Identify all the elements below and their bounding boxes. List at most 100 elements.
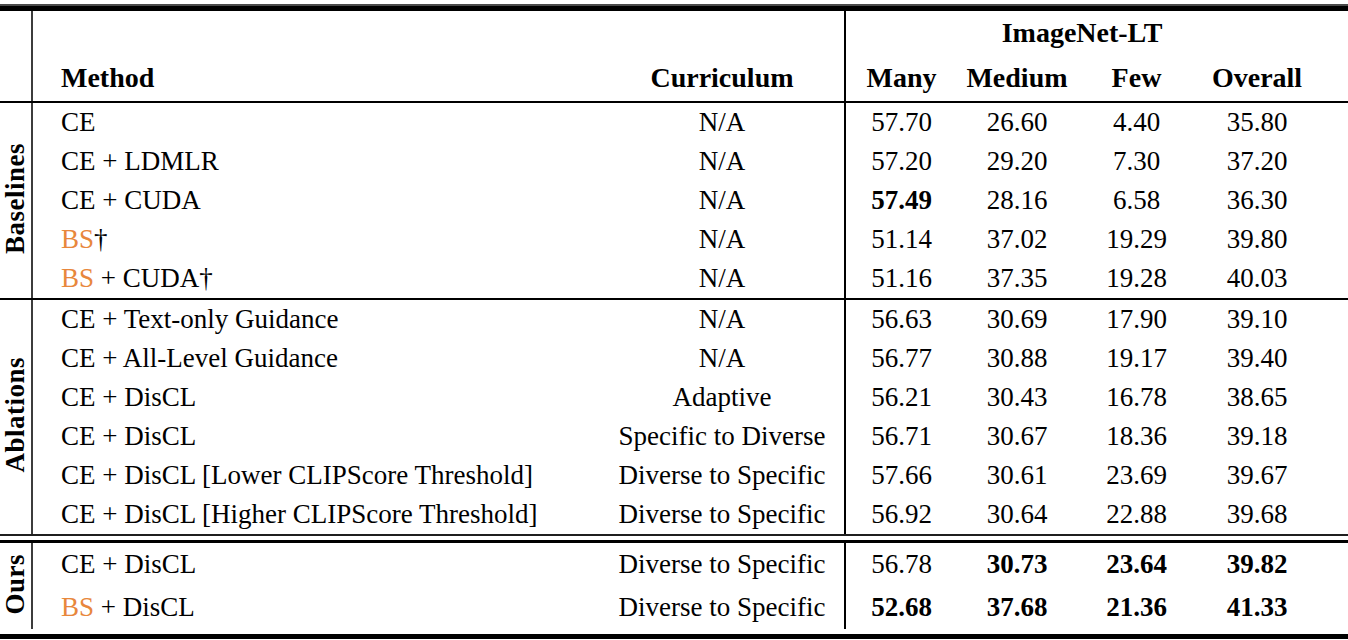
curriculum-cell: N/A — [600, 220, 845, 259]
medium-cell: 30.88 — [957, 339, 1077, 378]
curriculum-cell: Specific to Diverse — [600, 417, 845, 456]
few-cell: 21.36 — [1077, 586, 1196, 629]
table-row: Ablations CE + Text-only Guidance N/A 56… — [0, 300, 1348, 339]
table-row: CE + All-Level Guidance N/A 56.77 30.88 … — [0, 339, 1348, 378]
method-label: CE + All-Level Guidance — [61, 343, 338, 373]
column-header-medium: Medium — [957, 55, 1077, 101]
table-row: CE + DisCL Specific to Diverse 56.71 30.… — [0, 417, 1348, 456]
medium-cell: 29.20 — [957, 142, 1077, 181]
table-row: BS + CUDA† N/A 51.16 37.35 19.28 40.03 — [0, 259, 1348, 298]
curriculum-cell: N/A — [600, 181, 845, 220]
few-cell: 18.36 — [1077, 417, 1196, 456]
double-rule — [0, 534, 1348, 543]
overall-cell: 39.40 — [1196, 339, 1348, 378]
column-header-method: Method — [32, 55, 600, 101]
column-header-curriculum: Curriculum — [600, 55, 845, 101]
few-cell: 19.29 — [1077, 220, 1196, 259]
method-cell: CE + All-Level Guidance — [32, 339, 600, 378]
few-cell: 23.69 — [1077, 456, 1196, 495]
method-cell: CE + Text-only Guidance — [32, 300, 600, 339]
section-label-ours: Ours — [0, 543, 32, 629]
overall-cell: 37.20 — [1196, 142, 1348, 181]
header-row-dataset: ImageNet-LT — [0, 11, 1348, 55]
overall-cell: 40.03 — [1196, 259, 1348, 298]
method-cell: BS + CUDA† — [32, 259, 600, 298]
overall-cell: 41.33 — [1196, 586, 1348, 629]
method-cell: CE + DisCL [Lower CLIPScore Threshold] — [32, 456, 600, 495]
medium-cell: 37.02 — [957, 220, 1077, 259]
method-label: CE — [61, 107, 96, 137]
table-row: CE + DisCL Adaptive 56.21 30.43 16.78 38… — [0, 378, 1348, 417]
column-header-many: Many — [845, 55, 957, 101]
method-label: CE + CUDA — [61, 185, 201, 215]
few-cell: 7.30 — [1077, 142, 1196, 181]
medium-cell: 28.16 — [957, 181, 1077, 220]
top-rule — [0, 4, 1348, 11]
medium-cell: 30.61 — [957, 456, 1077, 495]
curriculum-cell: Diverse to Specific — [600, 586, 845, 629]
group-label-spacer — [0, 11, 32, 101]
method-label: CE + DisCL — [61, 382, 196, 412]
method-label: CE + DisCL [Lower CLIPScore Threshold] — [61, 460, 533, 490]
section-label-ablations: Ablations — [0, 300, 32, 534]
table-row: Ours CE + DisCL Diverse to Specific 56.7… — [0, 543, 1348, 586]
method-prefix: BS — [61, 263, 94, 293]
method-cell: CE + DisCL — [32, 378, 600, 417]
few-cell: 19.17 — [1077, 339, 1196, 378]
curriculum-cell: N/A — [600, 300, 845, 339]
method-label: † — [94, 224, 108, 254]
medium-cell: 30.43 — [957, 378, 1077, 417]
method-label: CE + LDMLR — [61, 146, 219, 176]
method-prefix: BS — [61, 224, 94, 254]
method-prefix: BS — [61, 592, 94, 622]
results-table: ImageNet-LT Method Curriculum Many Mediu… — [0, 11, 1348, 629]
table-row: CE + LDMLR N/A 57.20 29.20 7.30 37.20 — [0, 142, 1348, 181]
many-cell: 56.92 — [845, 495, 957, 534]
many-cell: 56.78 — [845, 543, 957, 586]
medium-cell: 26.60 — [957, 103, 1077, 142]
method-label: + DisCL — [94, 592, 195, 622]
method-label: CE + Text-only Guidance — [61, 304, 339, 334]
table-row: BS + DisCL Diverse to Specific 52.68 37.… — [0, 586, 1348, 629]
overall-cell: 39.82 — [1196, 543, 1348, 586]
method-cell: CE + CUDA — [32, 181, 600, 220]
curriculum-cell: Diverse to Specific — [600, 495, 845, 534]
method-label: CE + DisCL [Higher CLIPScore Threshold] — [61, 499, 537, 529]
method-cell: CE — [32, 103, 600, 142]
many-cell: 57.49 — [845, 181, 957, 220]
overall-cell: 36.30 — [1196, 181, 1348, 220]
medium-cell: 30.64 — [957, 495, 1077, 534]
few-cell: 6.58 — [1077, 181, 1196, 220]
many-cell: 57.20 — [845, 142, 957, 181]
section-label-baselines: Baselines — [0, 103, 32, 298]
medium-cell: 30.69 — [957, 300, 1077, 339]
many-cell: 56.77 — [845, 339, 957, 378]
medium-cell: 30.73 — [957, 543, 1077, 586]
section-label-text: Baselines — [0, 143, 31, 254]
overall-cell: 39.68 — [1196, 495, 1348, 534]
curriculum-cell: N/A — [600, 142, 845, 181]
many-cell: 57.66 — [845, 456, 957, 495]
curriculum-cell: N/A — [600, 259, 845, 298]
dataset-group-header: ImageNet-LT — [845, 11, 1348, 55]
curriculum-cell: Adaptive — [600, 378, 845, 417]
table-row: BS† N/A 51.14 37.02 19.29 39.80 — [0, 220, 1348, 259]
method-cell: CE + LDMLR — [32, 142, 600, 181]
method-cell: CE + DisCL [Higher CLIPScore Threshold] — [32, 495, 600, 534]
overall-cell: 39.10 — [1196, 300, 1348, 339]
overall-cell: 38.65 — [1196, 378, 1348, 417]
table-row: Baselines CE N/A 57.70 26.60 4.40 35.80 — [0, 103, 1348, 142]
medium-cell: 37.68 — [957, 586, 1077, 629]
table-row: CE + DisCL [Higher CLIPScore Threshold] … — [0, 495, 1348, 534]
many-cell: 51.14 — [845, 220, 957, 259]
many-cell: 56.71 — [845, 417, 957, 456]
section-label-text: Ablations — [0, 357, 31, 473]
method-cell: BS† — [32, 220, 600, 259]
few-cell: 19.28 — [1077, 259, 1196, 298]
few-cell: 17.90 — [1077, 300, 1196, 339]
method-cell: CE + DisCL — [32, 543, 600, 586]
method-label: CE + DisCL — [61, 421, 196, 451]
overall-cell: 35.80 — [1196, 103, 1348, 142]
table-row: CE + CUDA N/A 57.49 28.16 6.58 36.30 — [0, 181, 1348, 220]
many-cell: 51.16 — [845, 259, 957, 298]
